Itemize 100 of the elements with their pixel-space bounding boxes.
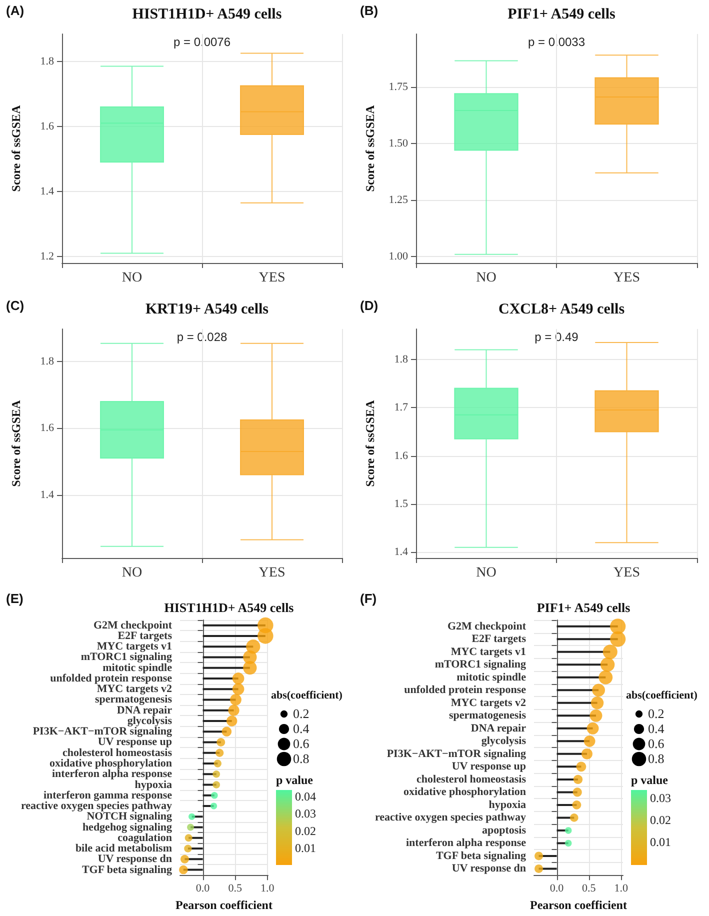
y-tick-label: TGF beta signaling [436, 850, 526, 862]
point [576, 762, 586, 772]
y-tick-label: spermatogenesis [95, 694, 173, 706]
y-tick-label: 1.4 [40, 185, 54, 198]
x-tick-label: 1.0 [260, 882, 275, 895]
text: (C) [6, 298, 24, 313]
point [582, 748, 592, 760]
x-tick-label: NO [476, 270, 496, 286]
y-tick-label: 1.25 [388, 194, 408, 206]
color-bar-label: 0.03 [650, 790, 671, 805]
y-tick-label: MYC targets v2 [96, 683, 172, 696]
y-tick-label: reactive oxygen species pathway [20, 800, 172, 812]
y-tick-label: PI3K−AKT−mTOR signaling [386, 748, 526, 760]
x-tick-label: NO [122, 270, 142, 286]
text: (E) [6, 591, 24, 606]
legend-label: 0.2 [648, 706, 664, 721]
text: (D) [360, 298, 378, 313]
y-tick-label: MYC targets v1 [450, 646, 526, 658]
point [590, 709, 602, 722]
y-tick-label: cholesterol homeostasis [416, 773, 527, 786]
y-axis-title: Score of ssGSEA [9, 400, 23, 487]
annotation: p = 0.0033 [528, 35, 586, 49]
y-tick-label: G2M checkpoint [93, 619, 172, 632]
y-tick-label: UV response dn [98, 853, 172, 866]
chart-title: PIF1+ A549 cells [508, 6, 616, 22]
chart-title: KRT19+ A549 cells [145, 302, 269, 318]
y-tick-label: 1.4 [40, 488, 54, 501]
point [590, 696, 604, 710]
legend-title: abs(coefficient) [626, 690, 698, 702]
y-tick-label: 1.8 [40, 356, 54, 368]
text: (A) [6, 3, 24, 18]
y-tick-label: DNA repair [470, 722, 526, 734]
y-tick-label: 1.50 [388, 137, 408, 150]
text: (B) [360, 3, 378, 18]
x-tick-label: 0.5 [582, 882, 596, 895]
y-tick-label: TGF beta signaling [82, 864, 172, 876]
y-tick-label: mitotic spindle [102, 662, 172, 674]
x-axis-title: Pearson coefficient [530, 898, 627, 912]
y-tick-label: bile acid metabolism [75, 842, 172, 855]
y-tick-label: UV response up [452, 760, 526, 773]
x-tick-label: NO [122, 566, 142, 580]
y-tick-label: 1.8 [394, 353, 408, 366]
point [216, 748, 224, 757]
x-tick-label: 0.5 [228, 882, 242, 895]
color-bar-title: p value [276, 773, 314, 787]
y-tick-label: UV response up [98, 736, 172, 748]
y-tick-label: MYC targets v2 [450, 696, 526, 709]
y-tick-label: NOTCH signaling [86, 810, 172, 823]
legend-label: 0.8 [648, 751, 664, 766]
chart-title: HIST1H1D+ A549 cells [132, 6, 282, 22]
y-tick-label: oxidative phosphorylation [49, 757, 172, 770]
y-tick-label: glycolysis [127, 714, 173, 727]
y-tick-label: 1.00 [388, 250, 408, 263]
point [184, 844, 192, 852]
y-tick-label: apoptosis [482, 824, 527, 836]
x-tick-label: YES [614, 270, 640, 286]
y-tick-label: spermatogenesis [449, 710, 527, 722]
y-tick-label: hypoxia [134, 778, 172, 791]
color-bar-title: p value [631, 773, 669, 787]
point [216, 738, 226, 746]
annotation: p = 0.0076 [173, 35, 231, 49]
color-bar-label: 0.02 [295, 824, 316, 838]
y-axis-title: Score of ssGSEA [9, 104, 23, 192]
chart-title: HIST1H1D+ A549 cells [164, 600, 294, 615]
y-tick-label: mitotic spindle [456, 671, 526, 684]
point [179, 865, 188, 874]
y-axis-title: Score of ssGSEA [363, 400, 377, 487]
y-tick-label: MYC targets v1 [96, 640, 172, 653]
y-tick-label: 1.75 [388, 80, 408, 93]
point [222, 726, 232, 736]
y-axis-title: Score of ssGSEA [363, 104, 377, 192]
point [184, 834, 192, 842]
point [212, 770, 220, 778]
y-tick-label: unfolded protein response [50, 672, 172, 684]
legend-label: 0.8 [293, 751, 310, 766]
y-tick-label: PI3K−AKT−mTOR signaling [32, 726, 172, 738]
y-tick-label: 1.8 [40, 55, 54, 68]
y-tick-label: hypoxia [488, 798, 526, 811]
y-tick-label: DNA repair [116, 704, 172, 716]
legend-label: 0.6 [293, 736, 310, 751]
legend-label: 0.4 [293, 721, 310, 736]
y-tick-label: 1.6 [40, 120, 54, 132]
chart-title: CXCL8+ A549 cells [498, 302, 625, 318]
y-tick-label: UV response dn [452, 862, 526, 875]
legend-title: abs(coefficient) [271, 690, 343, 702]
y-tick-label: hedgehog signaling [82, 821, 172, 834]
color-bar-label: 0.02 [650, 812, 671, 827]
y-tick-label: 1.5 [394, 498, 408, 510]
color-bar-label: 0.03 [295, 806, 316, 821]
point [214, 760, 222, 768]
legend-label: 0.6 [648, 736, 665, 751]
x-tick-label: NO [476, 566, 496, 580]
x-tick-label: YES [258, 270, 286, 286]
y-tick-label: oxidative phosphorylation [403, 786, 526, 798]
y-tick-label: E2F targets [118, 630, 173, 642]
y-tick-label: interferon gamma response [43, 789, 172, 802]
color-bar-label: 0.04 [295, 790, 316, 804]
y-tick-label: interferon alpha response [406, 837, 526, 850]
color-bar-label: 0.01 [295, 840, 316, 855]
y-tick-label: interferon alpha response [52, 768, 172, 780]
